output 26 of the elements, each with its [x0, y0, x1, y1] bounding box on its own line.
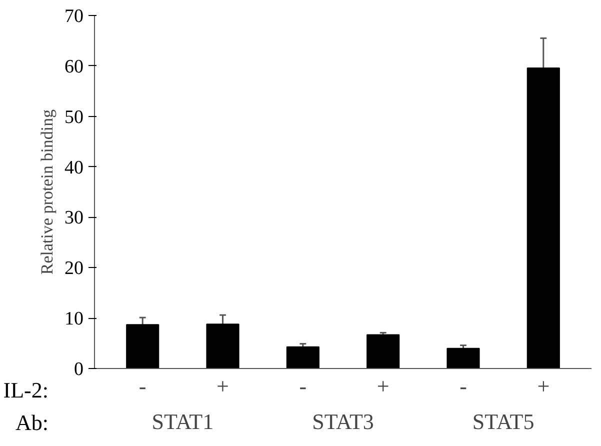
bar — [286, 346, 320, 368]
y-tick-label: 30 — [64, 208, 84, 229]
y-tick-label: 50 — [64, 106, 84, 128]
text: STAT3 — [312, 409, 374, 434]
text: Ab: — [16, 410, 48, 436]
text: IL-2: — [3, 378, 48, 403]
y-tick-label: 60 — [64, 56, 84, 78]
y-tick-label: 10 — [64, 308, 84, 330]
bar — [526, 67, 560, 368]
bar — [206, 324, 240, 368]
y-tick-label: 0 — [74, 359, 84, 380]
x-tick-label: - — [460, 374, 467, 399]
x-tick-label: + — [537, 374, 550, 399]
x-tick-label: - — [299, 374, 307, 399]
bar — [446, 348, 480, 368]
bar — [366, 334, 400, 368]
x-tick-label: + — [216, 374, 229, 399]
x-tick-label: + — [376, 374, 390, 399]
y-tick-label: 40 — [64, 157, 84, 178]
y-axis-title: Relative protein binding — [38, 108, 56, 275]
x-tick-label: - — [138, 374, 146, 399]
y-tick-label: 70 — [64, 6, 84, 27]
y-tick-label: 20 — [64, 258, 84, 280]
text: STAT1 — [152, 409, 214, 434]
text: STAT5 — [472, 409, 534, 434]
bar — [126, 324, 160, 368]
